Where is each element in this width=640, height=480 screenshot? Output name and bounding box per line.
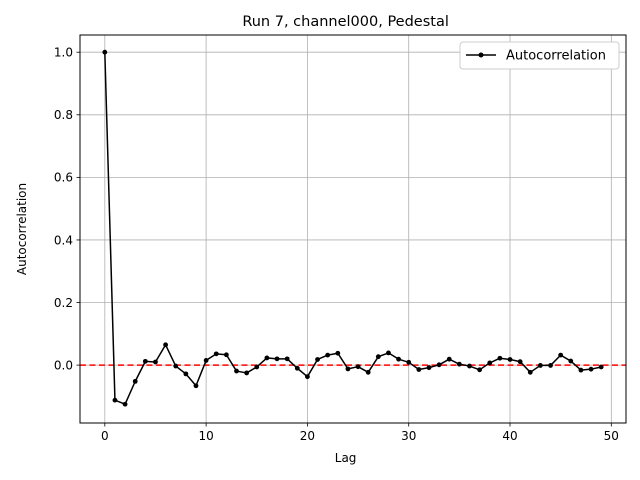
data-point — [325, 352, 331, 358]
data-point — [446, 356, 452, 362]
grid-layer — [80, 35, 626, 423]
data-point — [538, 363, 543, 368]
y-tick-label: 0.6 — [54, 171, 73, 185]
x-tick-label: 0 — [101, 429, 109, 443]
data-point — [568, 358, 574, 364]
data-point — [426, 365, 432, 371]
legend-label: Autocorrelation — [506, 49, 606, 64]
x-tick-label: 10 — [198, 429, 213, 443]
data-point — [315, 357, 320, 362]
data-point — [406, 359, 412, 365]
data-point — [173, 363, 179, 369]
data-point — [497, 355, 503, 361]
data-point — [436, 362, 442, 368]
data-point — [517, 359, 523, 365]
data-point — [234, 368, 239, 374]
x-tick-label: 40 — [502, 429, 517, 443]
data-point — [153, 359, 158, 365]
data-point — [416, 367, 422, 372]
data-point — [163, 342, 168, 348]
data-point — [122, 401, 128, 407]
x-tick-label: 50 — [604, 429, 619, 443]
data-point — [142, 358, 148, 364]
data-point — [254, 364, 260, 370]
legend: Autocorrelation — [459, 41, 620, 70]
data-point — [244, 370, 250, 376]
data-point — [213, 351, 219, 357]
series-layer — [102, 49, 604, 407]
data-point — [203, 358, 209, 363]
legend-box — [459, 41, 620, 70]
data-point — [578, 367, 584, 373]
data-point — [284, 356, 290, 362]
data-point — [507, 357, 513, 362]
data-point — [294, 365, 300, 371]
data-point — [335, 350, 341, 356]
data-point — [588, 366, 594, 372]
tick-layer: 0 10 20 30 40 50 0.0 0.2 0.4 0.6 0.8 1.0 — [54, 46, 619, 443]
legend-marker-swatch — [478, 52, 484, 58]
y-tick-label: 0.2 — [54, 296, 73, 310]
data-point — [548, 363, 553, 368]
data-point — [386, 350, 391, 356]
x-tick-label: 20 — [300, 429, 315, 443]
chart-title: Run 7, channel000, Pedestal — [242, 14, 449, 30]
x-tick-label: 30 — [401, 429, 416, 443]
data-point — [112, 397, 118, 403]
y-tick-label: 1.0 — [54, 46, 73, 60]
data-point — [598, 364, 604, 370]
data-point — [396, 356, 401, 362]
data-point — [527, 369, 533, 375]
y-tick-label: 0.4 — [54, 233, 73, 247]
data-point — [264, 355, 270, 361]
data-point — [223, 352, 229, 358]
data-point — [193, 383, 199, 389]
data-point — [365, 369, 371, 375]
data-point — [467, 363, 472, 369]
x-axis-label: Lag — [335, 451, 357, 465]
y-axis-label: Autocorrelation — [15, 183, 29, 275]
data-point — [183, 371, 189, 377]
data-point — [558, 352, 564, 358]
y-tick-label: 0.8 — [54, 108, 73, 122]
data-point — [487, 360, 493, 366]
plot-frame — [79, 34, 627, 424]
data-point — [102, 49, 108, 55]
data-point — [132, 378, 138, 384]
data-point — [274, 356, 280, 362]
data-point — [305, 374, 310, 380]
data-point — [456, 361, 462, 367]
y-tick-label: 0.0 — [54, 358, 73, 372]
data-point — [345, 366, 351, 372]
data-point — [477, 367, 483, 373]
data-point — [355, 364, 361, 370]
data-point — [375, 354, 381, 360]
